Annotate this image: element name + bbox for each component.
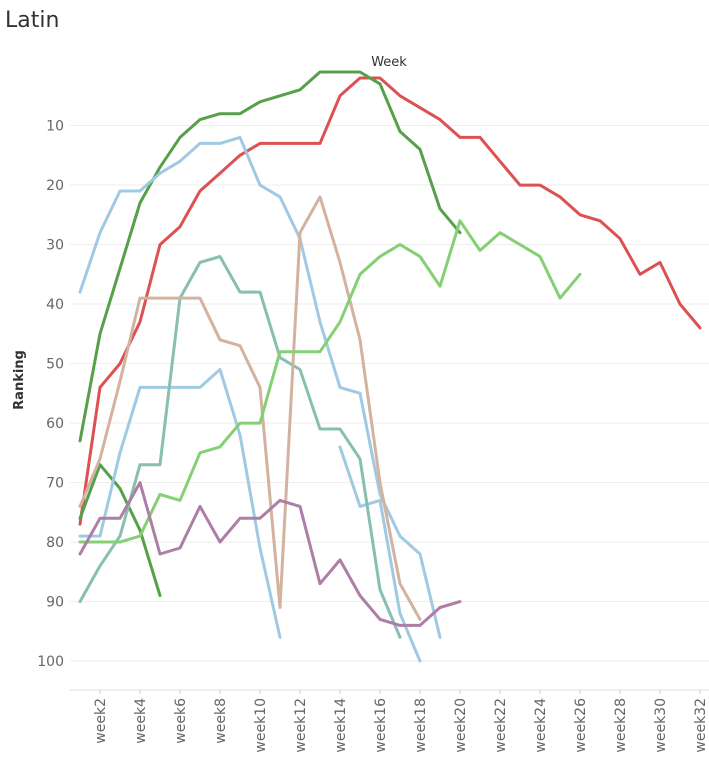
series-line-4: [78, 135, 442, 639]
y-tick-label: 10: [46, 119, 64, 135]
x-tick-label: week16: [373, 698, 389, 753]
series-line-6: [338, 445, 422, 663]
x-tick-label: week6: [173, 698, 189, 744]
x-tick-label: week10: [253, 698, 269, 753]
y-tick-label: 100: [37, 654, 64, 670]
series-line-5: [78, 368, 282, 639]
y-tick-label: 80: [46, 535, 64, 551]
x-tick-label: week30: [653, 698, 669, 753]
y-tick-label: 40: [46, 297, 64, 313]
x-tick-label: week24: [533, 698, 549, 753]
x-tick-label: week4: [133, 698, 149, 744]
y-tick-label: 50: [46, 357, 64, 373]
x-tick-label: week18: [413, 698, 429, 753]
chart-title: Latin: [5, 8, 60, 33]
gridlines: [70, 125, 709, 662]
x-axis-ticks: week2 week4 week6 week8 week10 week12 week14 we…: [93, 690, 709, 753]
series-line-3: [78, 463, 162, 598]
series-layer: [78, 70, 702, 663]
x-tick-label: week8: [213, 698, 229, 744]
x-tick-label: week26: [573, 698, 589, 753]
x-tick-label: week20: [453, 698, 469, 753]
series-line-1: [78, 76, 702, 526]
x-tick-label: week12: [293, 698, 309, 753]
y-tick-label: 70: [46, 476, 64, 492]
x-axis-title: Week: [371, 55, 407, 70]
series-line-10: [78, 481, 462, 627]
x-tick-label: week14: [333, 698, 349, 753]
y-tick-label: 30: [46, 238, 64, 254]
series-line-9: [78, 219, 582, 544]
y-tick-label: 60: [46, 416, 64, 432]
x-tick-label: week2: [93, 698, 109, 744]
y-axis-title: Ranking: [12, 350, 27, 410]
series-line-2: [78, 70, 462, 443]
y-tick-label: 90: [46, 595, 64, 611]
y-tick-label: 20: [46, 178, 64, 194]
y-axis-ticks: 10 20 30 40 50 60 70 80 90 100: [37, 119, 64, 670]
series-line-7: [78, 255, 402, 639]
series-line-8: [78, 195, 422, 621]
x-tick-label: week22: [493, 698, 509, 753]
x-tick-label: week28: [613, 698, 629, 753]
x-tick-label: week32: [693, 698, 709, 753]
